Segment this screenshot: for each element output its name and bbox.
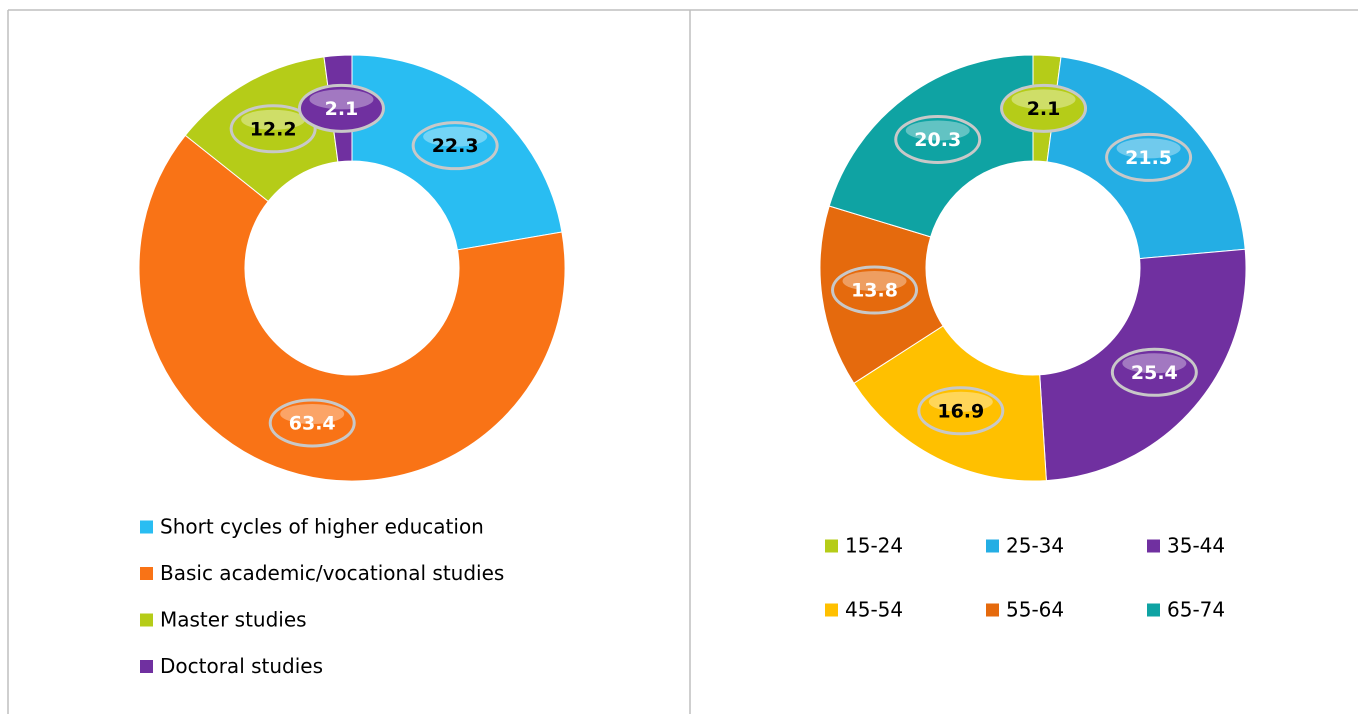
legend-swatch: [140, 567, 153, 580]
legend-label: 15-24: [845, 534, 903, 558]
legend-label: 65-74: [1167, 598, 1225, 622]
label-badge: [411, 121, 499, 171]
label-badge-shine: [241, 109, 306, 130]
data-label: 2.1: [1027, 98, 1061, 120]
legend-label: 55-64: [1006, 598, 1064, 622]
label-badge-shine: [423, 126, 488, 147]
legend-swatch: [986, 603, 999, 617]
legend-label: Master studies: [160, 608, 307, 632]
legend-label: Basic academic/vocational studies: [160, 561, 504, 585]
data-label: 16.9: [937, 400, 984, 422]
label-badge: [297, 83, 385, 133]
legend-label: 45-54: [845, 598, 903, 622]
legend-label: Short cycles of higher education: [160, 515, 484, 539]
label-badge-shine: [309, 89, 374, 110]
label-badge: [1000, 83, 1088, 133]
label-badge: [831, 265, 919, 315]
label-badge: [894, 114, 982, 164]
label-badge-shine: [928, 391, 993, 412]
legend-swatch: [140, 613, 153, 627]
label-badge: [917, 386, 1005, 436]
legend-swatch: [825, 539, 838, 553]
data-label: 20.3: [914, 129, 961, 151]
data-label: 25.4: [1131, 362, 1178, 384]
label-badge: [229, 104, 317, 154]
legend-swatch: [825, 603, 838, 617]
legend-swatch: [1147, 603, 1160, 617]
donut-slice: [138, 134, 566, 482]
label-badge-shine: [280, 403, 345, 424]
data-label: 22.3: [432, 135, 479, 157]
data-label: 21.5: [1125, 147, 1172, 169]
data-label: 63.4: [289, 412, 336, 434]
legend-swatch: [1147, 539, 1160, 553]
label-badge-shine: [1122, 353, 1187, 374]
data-label: 12.2: [250, 118, 297, 140]
legend-label: 25-34: [1006, 534, 1064, 558]
label-badge-shine: [905, 120, 970, 141]
legend-label: Doctoral studies: [160, 654, 323, 678]
legend-label: 35-44: [1167, 534, 1225, 558]
label-badge: [268, 398, 356, 448]
legend-swatch: [140, 660, 153, 673]
label-badge: [1110, 347, 1198, 397]
label-badge-shine: [842, 271, 907, 292]
data-label: 2.1: [325, 98, 359, 120]
label-badge-shine: [1116, 138, 1181, 159]
legend-swatch: [986, 539, 999, 553]
legend-swatch: [140, 520, 153, 534]
label-badge-shine: [1011, 89, 1076, 110]
data-label: 13.8: [851, 280, 898, 302]
label-badge: [1105, 132, 1193, 182]
